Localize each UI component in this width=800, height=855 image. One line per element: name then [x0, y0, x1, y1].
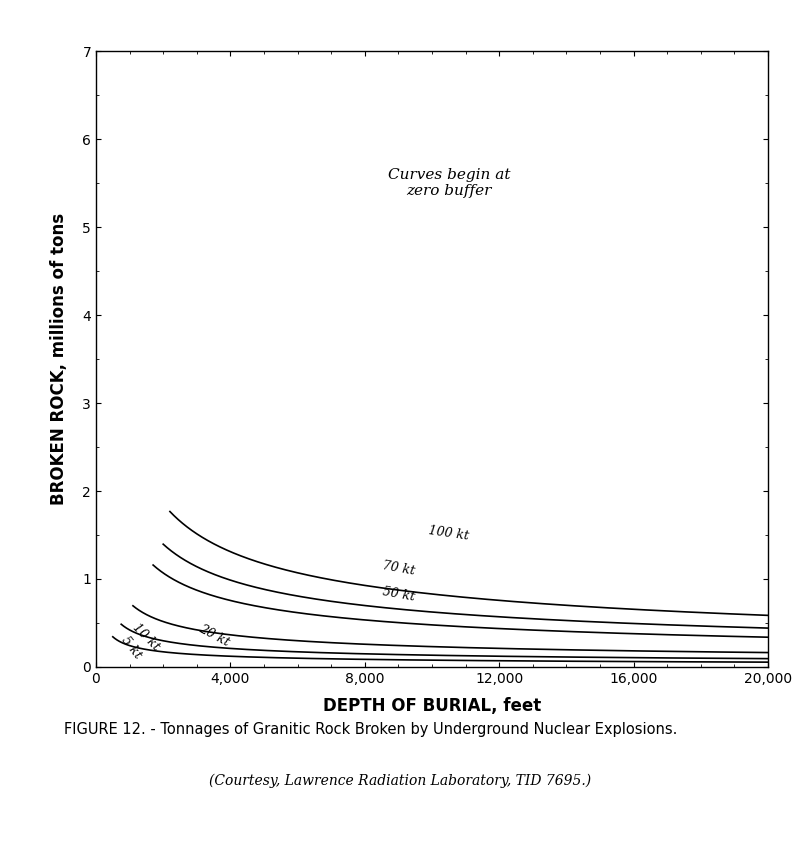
Y-axis label: BROKEN ROCK, millions of tons: BROKEN ROCK, millions of tons [50, 213, 68, 505]
Text: 10 kt: 10 kt [130, 621, 162, 653]
Text: 20 kt: 20 kt [196, 622, 231, 649]
Text: (Courtesy, Lawrence Radiation Laboratory, TID 7695.): (Courtesy, Lawrence Radiation Laboratory… [209, 774, 591, 788]
Text: 50 kt: 50 kt [382, 586, 415, 604]
Text: 5 kt: 5 kt [118, 634, 144, 661]
X-axis label: DEPTH OF BURIAL, feet: DEPTH OF BURIAL, feet [323, 697, 541, 715]
Text: FIGURE 12. - Tonnages of Granitic Rock Broken by Underground Nuclear Explosions.: FIGURE 12. - Tonnages of Granitic Rock B… [64, 722, 678, 738]
Text: 100 kt: 100 kt [428, 524, 470, 542]
Text: Curves begin at
zero buffer: Curves begin at zero buffer [387, 168, 510, 198]
Text: 70 kt: 70 kt [382, 559, 415, 578]
